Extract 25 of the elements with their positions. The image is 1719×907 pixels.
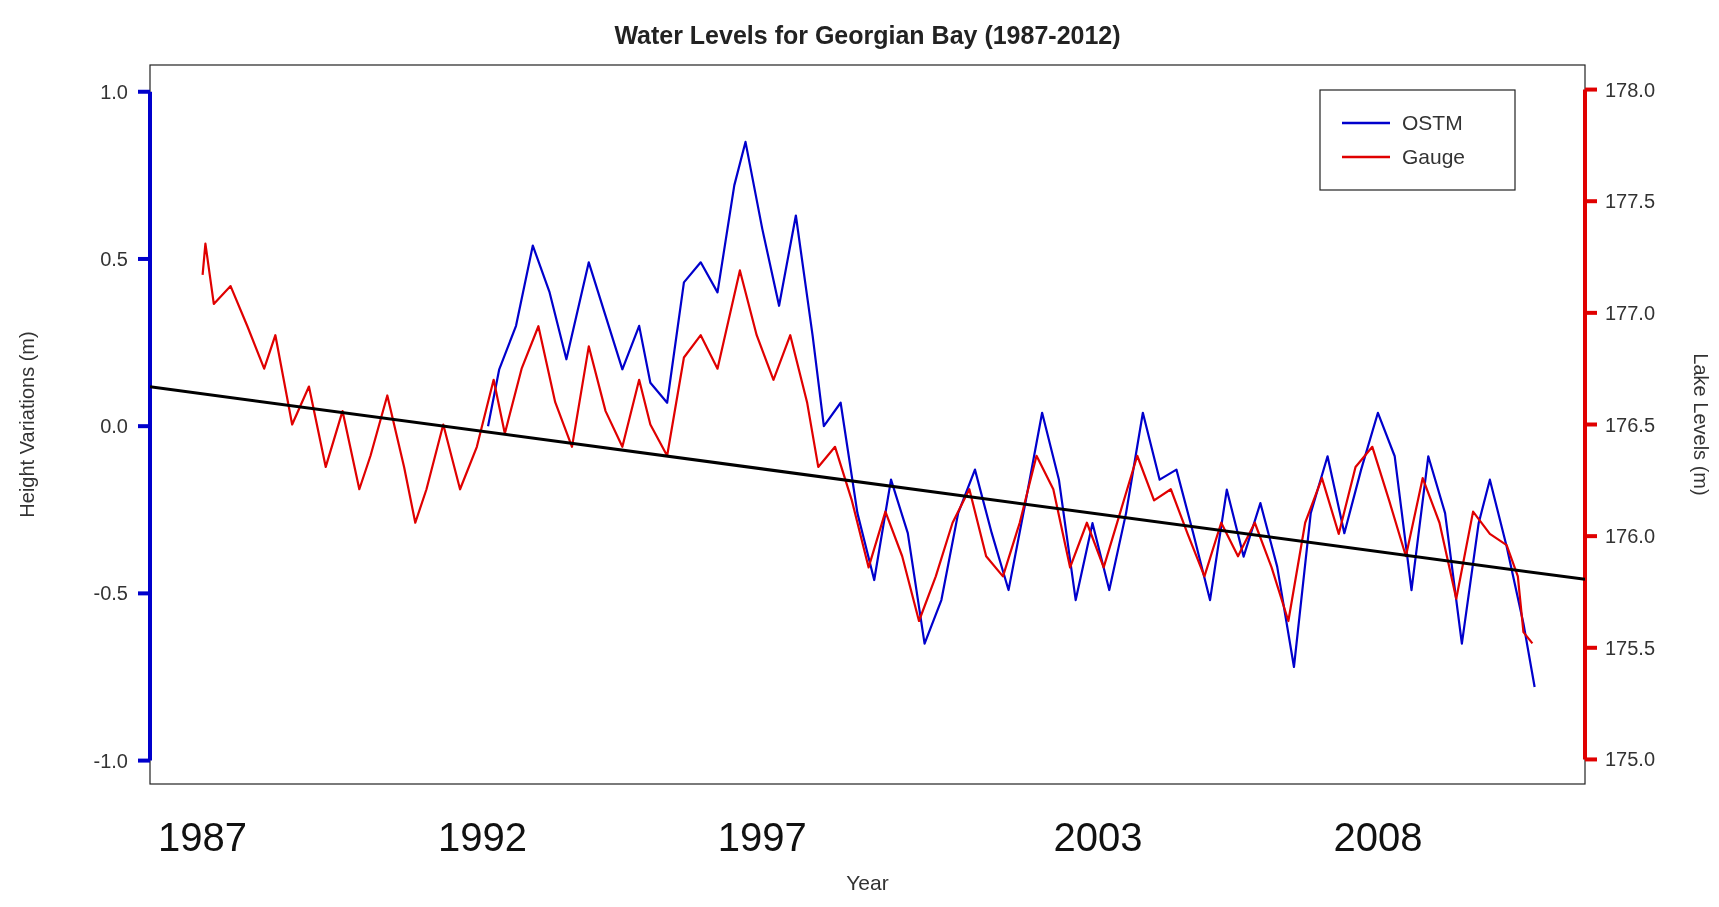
x-axis-title: Year: [846, 871, 889, 894]
legend-label: OSTM: [1402, 111, 1463, 134]
x-tick-label: 1992: [437, 815, 527, 859]
y2-tick-label: 175.5: [1605, 636, 1656, 659]
y2-tick-label: 177.0: [1605, 301, 1656, 324]
y-tick-label: 0.0: [100, 415, 128, 438]
y-tick-label: -1.0: [93, 749, 128, 772]
y-axis-title: Height Variations (m): [16, 331, 38, 518]
y2-tick-label: 177.5: [1605, 190, 1656, 213]
y2-axis-title: Lake Levels (m): [1690, 353, 1712, 496]
y2-tick-label: 176.0: [1605, 525, 1656, 548]
y-tick-label: 0.5: [100, 247, 128, 270]
y2-tick-label: 178.0: [1605, 78, 1656, 101]
x-tick-label: 1997: [717, 815, 807, 859]
y-tick-label: 1.0: [100, 80, 128, 103]
y-tick-label: -0.5: [93, 582, 128, 605]
chart-title: Water Levels for Georgian Bay (1987-2012): [614, 21, 1121, 49]
legend-label: Gauge: [1402, 145, 1466, 168]
x-tick-label: 1987: [158, 815, 248, 859]
line-series: [486, 140, 1536, 689]
line-series: [201, 242, 1534, 645]
x-tick-label: 2008: [1333, 815, 1423, 859]
y2-tick-label: 176.5: [1605, 413, 1656, 436]
x-tick-label: 2003: [1053, 815, 1143, 859]
y2-tick-label: 175.0: [1605, 748, 1656, 771]
